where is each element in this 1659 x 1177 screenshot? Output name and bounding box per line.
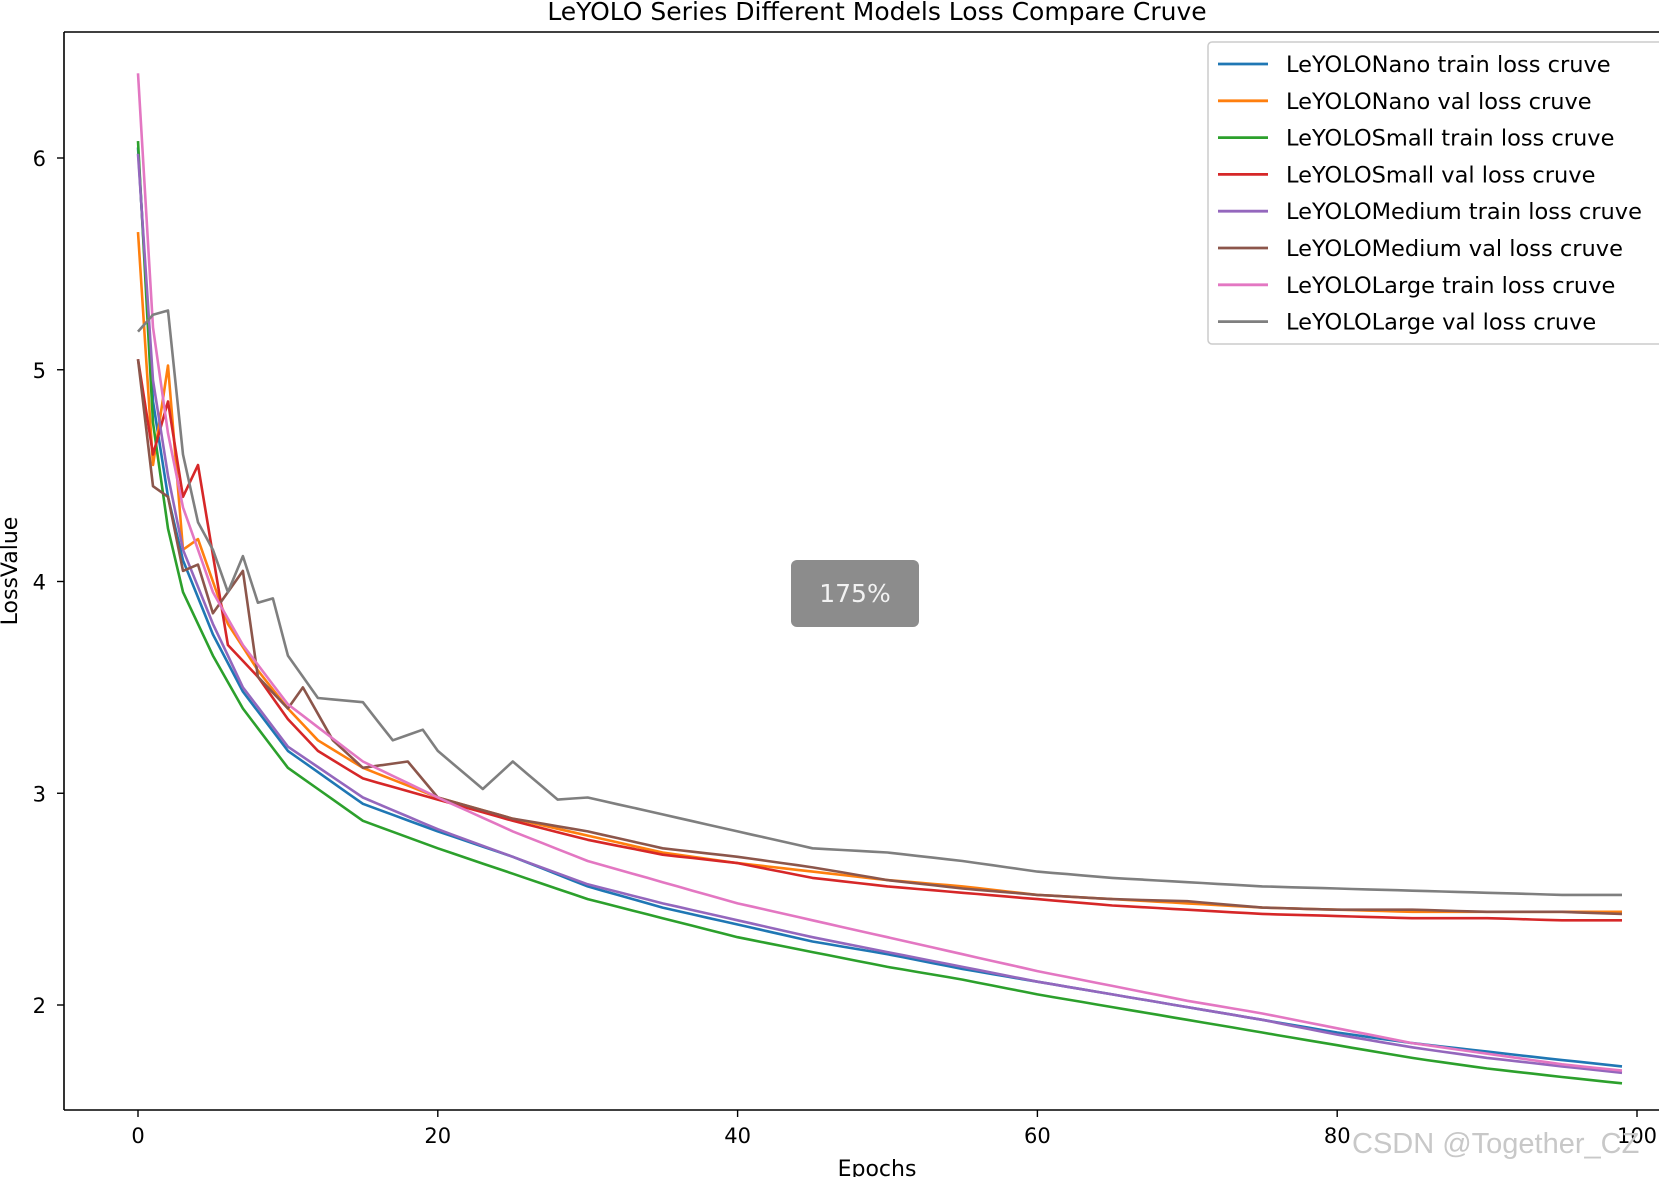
- legend-label-1: LeYOLONano val loss cruve: [1286, 89, 1592, 115]
- y-axis-label: LossValue: [0, 517, 23, 626]
- series-line-4: [136, 153, 1623, 1075]
- chart-title: LeYOLO Series Different Models Loss Comp…: [547, 0, 1206, 26]
- y-tick-label-3: 5: [33, 359, 46, 383]
- axes: [63, 31, 1659, 1111]
- x-tick-label-5: 100: [1617, 1124, 1657, 1148]
- legend-label-5: LeYOLOMedium val loss cruve: [1286, 236, 1623, 262]
- tick-labels: 0 20 40 60 80 100 2 3 4 5 6: [33, 147, 1657, 1148]
- x-tick-label-4: 80: [1324, 1124, 1351, 1148]
- y-tick-label-2: 4: [33, 571, 46, 595]
- watermark: CSDN @Together_CZ: [1352, 1128, 1640, 1160]
- series-line-3: [136, 358, 1622, 922]
- x-tick-label-0: 0: [131, 1124, 144, 1148]
- y-tick-label-1: 3: [33, 782, 46, 806]
- legend-label-4: LeYOLOMedium train loss cruve: [1286, 199, 1642, 225]
- legend-label-3: LeYOLOSmall val loss cruve: [1286, 162, 1595, 188]
- x-tick-label-2: 40: [724, 1124, 751, 1148]
- legend-box: [1207, 41, 1659, 345]
- series-line-5: [136, 359, 1623, 916]
- y-tick-label-0: 2: [33, 994, 46, 1018]
- legend: LeYOLONano train loss cruve LeYOLONano va…: [1207, 41, 1659, 345]
- series-line-0: [136, 147, 1623, 1068]
- x-tick-label-3: 60: [1024, 1124, 1051, 1148]
- series-line-6: [136, 73, 1623, 1072]
- legend-label-6: LeYOLOLarge train loss cruve: [1286, 273, 1615, 299]
- legend-label-7: LeYOLOLarge val loss cruve: [1286, 310, 1596, 336]
- x-axis-label: Epochs: [838, 1157, 917, 1177]
- legend-label-2: LeYOLOSmall train loss cruve: [1286, 126, 1614, 152]
- series-line-7: [137, 309, 1622, 897]
- legend-label-0: LeYOLONano train loss cruve: [1286, 52, 1611, 78]
- x-tick-label-1: 20: [424, 1124, 451, 1148]
- y-tick-label-4: 6: [33, 147, 46, 171]
- zoom-level-badge: 175%: [791, 560, 919, 627]
- series-lines: [136, 73, 1623, 1085]
- series-line-2: [136, 141, 1623, 1085]
